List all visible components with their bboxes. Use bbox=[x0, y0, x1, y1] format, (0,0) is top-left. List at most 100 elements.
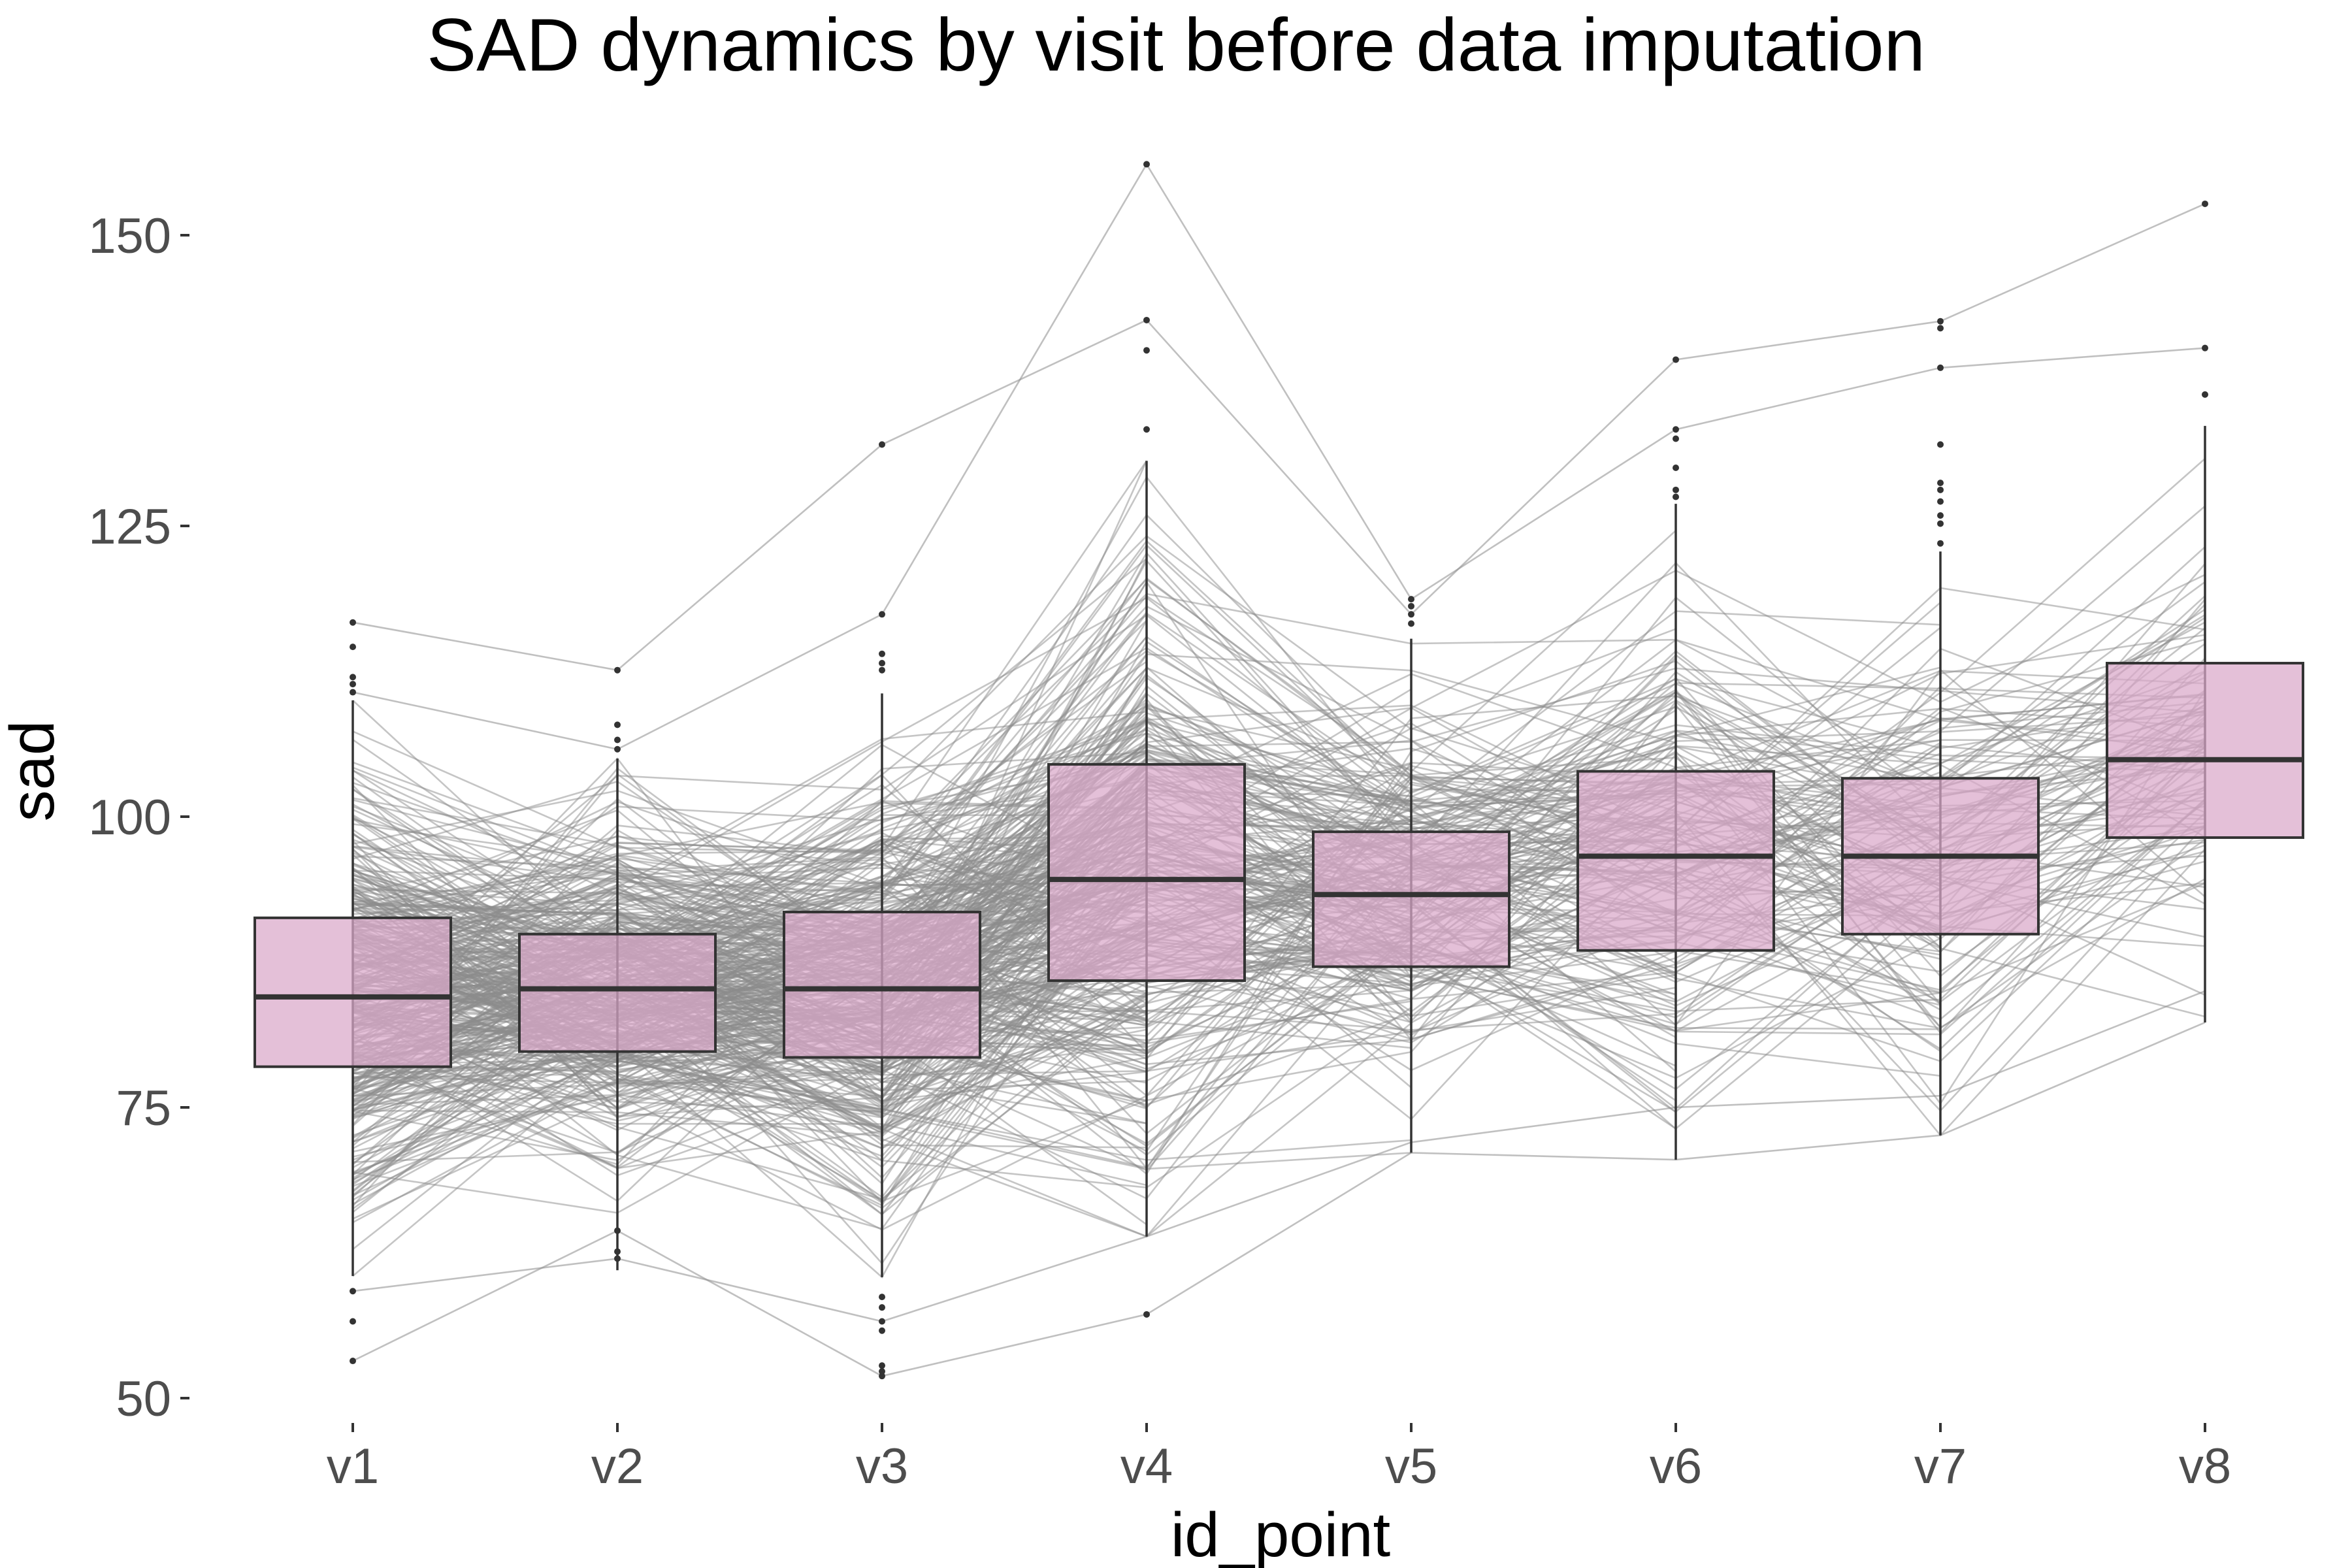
outlier-point bbox=[350, 1358, 356, 1365]
x-axis-title: id_point bbox=[1171, 1500, 1390, 1568]
y-axis: 50 75 100 125 150 bbox=[88, 208, 189, 1427]
trajectory-line bbox=[352, 990, 2206, 1322]
trajectory-line bbox=[352, 653, 1676, 964]
x-tick-label: v8 bbox=[2179, 1439, 2231, 1494]
box-v4 bbox=[1047, 161, 1246, 1318]
outlier-point bbox=[1673, 356, 1679, 363]
outlier-point bbox=[614, 745, 621, 753]
patient-trajectories bbox=[351, 162, 2206, 1377]
outlier-point bbox=[879, 1304, 885, 1311]
box-v2 bbox=[518, 666, 717, 1271]
box-v1 bbox=[253, 619, 452, 1365]
outlier-point bbox=[1673, 486, 1679, 493]
outlier-point bbox=[1143, 1311, 1150, 1318]
outlier-point bbox=[350, 689, 356, 696]
outlier-point bbox=[879, 1373, 885, 1380]
trajectory-line bbox=[352, 719, 1147, 894]
outlier-point bbox=[2202, 391, 2208, 398]
outlier-point bbox=[1673, 435, 1679, 442]
outlier-point bbox=[1937, 441, 1944, 448]
trajectory-line bbox=[352, 534, 1676, 924]
outlier-point bbox=[879, 441, 885, 448]
box-v3 bbox=[783, 441, 981, 1380]
trajectory-line bbox=[352, 798, 2206, 1109]
outlier-point bbox=[879, 650, 885, 657]
outlier-point bbox=[1937, 480, 1944, 487]
outlier-point bbox=[1143, 347, 1150, 354]
outlier-point bbox=[1143, 161, 1150, 168]
trajectory-line bbox=[352, 895, 1147, 1021]
y-tick-label: 50 bbox=[116, 1371, 171, 1427]
outlier-point bbox=[1937, 540, 1944, 547]
outlier-point bbox=[1937, 486, 1944, 493]
outlier-point bbox=[350, 619, 356, 626]
box-body bbox=[2106, 662, 2304, 840]
outlier-point bbox=[614, 736, 621, 743]
outlier-point bbox=[1937, 498, 1944, 505]
outlier-point bbox=[614, 1255, 621, 1262]
trajectory-line bbox=[352, 617, 2206, 1026]
outlier-point bbox=[1937, 364, 1944, 371]
trajectory-line bbox=[352, 860, 1147, 990]
outlier-point bbox=[879, 611, 885, 618]
trajectory-line bbox=[352, 1021, 2206, 1377]
trajectory-line bbox=[352, 791, 1147, 1071]
outlier-point bbox=[614, 721, 621, 728]
trajectory-line bbox=[352, 908, 1147, 1102]
outlier-point bbox=[350, 674, 356, 681]
outlier-point bbox=[614, 1248, 621, 1255]
box-body bbox=[1047, 762, 1246, 982]
box-body bbox=[1576, 770, 1775, 952]
x-tick-label: v3 bbox=[856, 1439, 908, 1494]
outlier-point bbox=[1143, 426, 1150, 433]
box-v8 bbox=[2106, 200, 2304, 1023]
trajectory-line bbox=[352, 1007, 1147, 1177]
box-v6 bbox=[1576, 356, 1775, 1160]
outlier-point bbox=[1673, 426, 1679, 433]
x-tick-label: v4 bbox=[1120, 1439, 1173, 1494]
trajectory-line bbox=[352, 162, 2206, 751]
trajectory-line bbox=[352, 982, 1147, 1193]
trajectory-line bbox=[352, 743, 1147, 933]
outlier-point bbox=[1408, 596, 1414, 603]
box-body bbox=[253, 916, 452, 1068]
outlier-point bbox=[1673, 493, 1679, 500]
trajectory-line bbox=[352, 928, 1147, 1119]
trajectory-line bbox=[352, 1003, 1147, 1209]
outlier-point bbox=[879, 666, 885, 674]
outlier-point bbox=[1408, 611, 1414, 618]
box-v5 bbox=[1312, 596, 1511, 1153]
x-tick-label: v5 bbox=[1385, 1439, 1437, 1494]
outlier-point bbox=[1937, 512, 1944, 519]
outlier-point bbox=[350, 1318, 356, 1325]
outlier-point bbox=[350, 681, 356, 688]
outlier-point bbox=[1673, 465, 1679, 471]
trajectory-line bbox=[352, 530, 1676, 902]
x-tick-label: v6 bbox=[1650, 1439, 1702, 1494]
y-axis-title: sad bbox=[0, 721, 67, 822]
trajectory-line bbox=[352, 667, 2206, 1021]
outlier-point bbox=[350, 1288, 356, 1295]
outlier-point bbox=[1408, 620, 1414, 627]
y-tick-label: 125 bbox=[88, 499, 171, 555]
trajectory-line bbox=[352, 956, 1147, 1198]
x-tick-label: v2 bbox=[591, 1439, 644, 1494]
outlier-point bbox=[879, 1368, 885, 1375]
x-axis: v1 v2 v3 v4 v5 v6 v7 v8 bbox=[327, 1423, 2231, 1494]
chart-title: SAD dynamics by visit before data imputa… bbox=[427, 4, 1925, 87]
trajectory-line bbox=[352, 803, 1147, 1095]
box-v7 bbox=[1841, 318, 2040, 1135]
outlier-point bbox=[879, 1318, 885, 1325]
trajectory-line bbox=[352, 808, 1147, 1117]
outlier-point bbox=[2202, 344, 2208, 351]
y-tick-label: 75 bbox=[116, 1081, 171, 1136]
outlier-point bbox=[614, 1227, 621, 1234]
box-body bbox=[518, 932, 717, 1053]
y-tick-label: 100 bbox=[88, 790, 171, 845]
trajectory-line bbox=[352, 1064, 1147, 1214]
outlier-point bbox=[879, 1327, 885, 1334]
trajectory-line bbox=[352, 460, 1148, 947]
boxplots bbox=[253, 161, 2304, 1380]
outlier-point bbox=[1937, 520, 1944, 527]
